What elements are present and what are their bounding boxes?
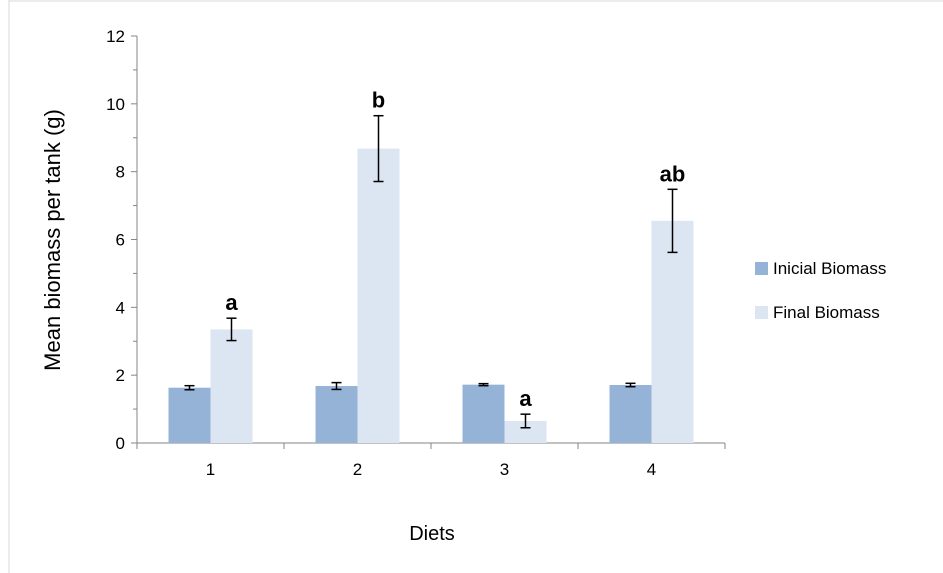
y-tick-label: 6 xyxy=(116,231,125,250)
bar-final-diet-4 xyxy=(651,220,694,443)
legend: Inicial Biomass Final Biomass xyxy=(755,259,886,322)
x-tick-label: 2 xyxy=(353,460,362,479)
legend-label: Inicial Biomass xyxy=(773,259,886,278)
y-tick-label: 10 xyxy=(106,95,125,114)
significance-label: a xyxy=(225,290,238,315)
legend-label: Final Biomass xyxy=(773,303,880,322)
x-tick-label: 1 xyxy=(206,460,215,479)
plot-area: 0 2 4 6 8 10 12 1 a 2 b 3 a 4 ab xyxy=(106,27,726,479)
x-axis-title: Diets xyxy=(409,523,455,545)
bar-inicial-diet-3 xyxy=(462,384,505,443)
x-tick-label: 4 xyxy=(647,460,656,479)
y-axis-title: Mean biomass per tank (g) xyxy=(40,109,65,371)
x-tick-label: 3 xyxy=(500,460,509,479)
legend-swatch xyxy=(755,262,768,275)
y-tick-label: 4 xyxy=(116,298,125,317)
significance-label: ab xyxy=(660,161,686,186)
bar-final-diet-3 xyxy=(504,420,547,443)
y-tick-label: 8 xyxy=(116,163,125,182)
y-tick-label: 2 xyxy=(116,366,125,385)
y-tick-label: 0 xyxy=(116,434,125,453)
significance-label: a xyxy=(519,386,532,411)
significance-label: b xyxy=(372,88,385,113)
legend-swatch xyxy=(755,306,768,319)
bar-final-diet-1 xyxy=(210,329,253,443)
bar-inicial-diet-2 xyxy=(315,386,358,443)
bar-inicial-diet-1 xyxy=(168,387,211,443)
y-tick-label: 12 xyxy=(106,27,125,46)
bar-final-diet-2 xyxy=(357,148,400,443)
bar-inicial-diet-4 xyxy=(609,385,652,443)
